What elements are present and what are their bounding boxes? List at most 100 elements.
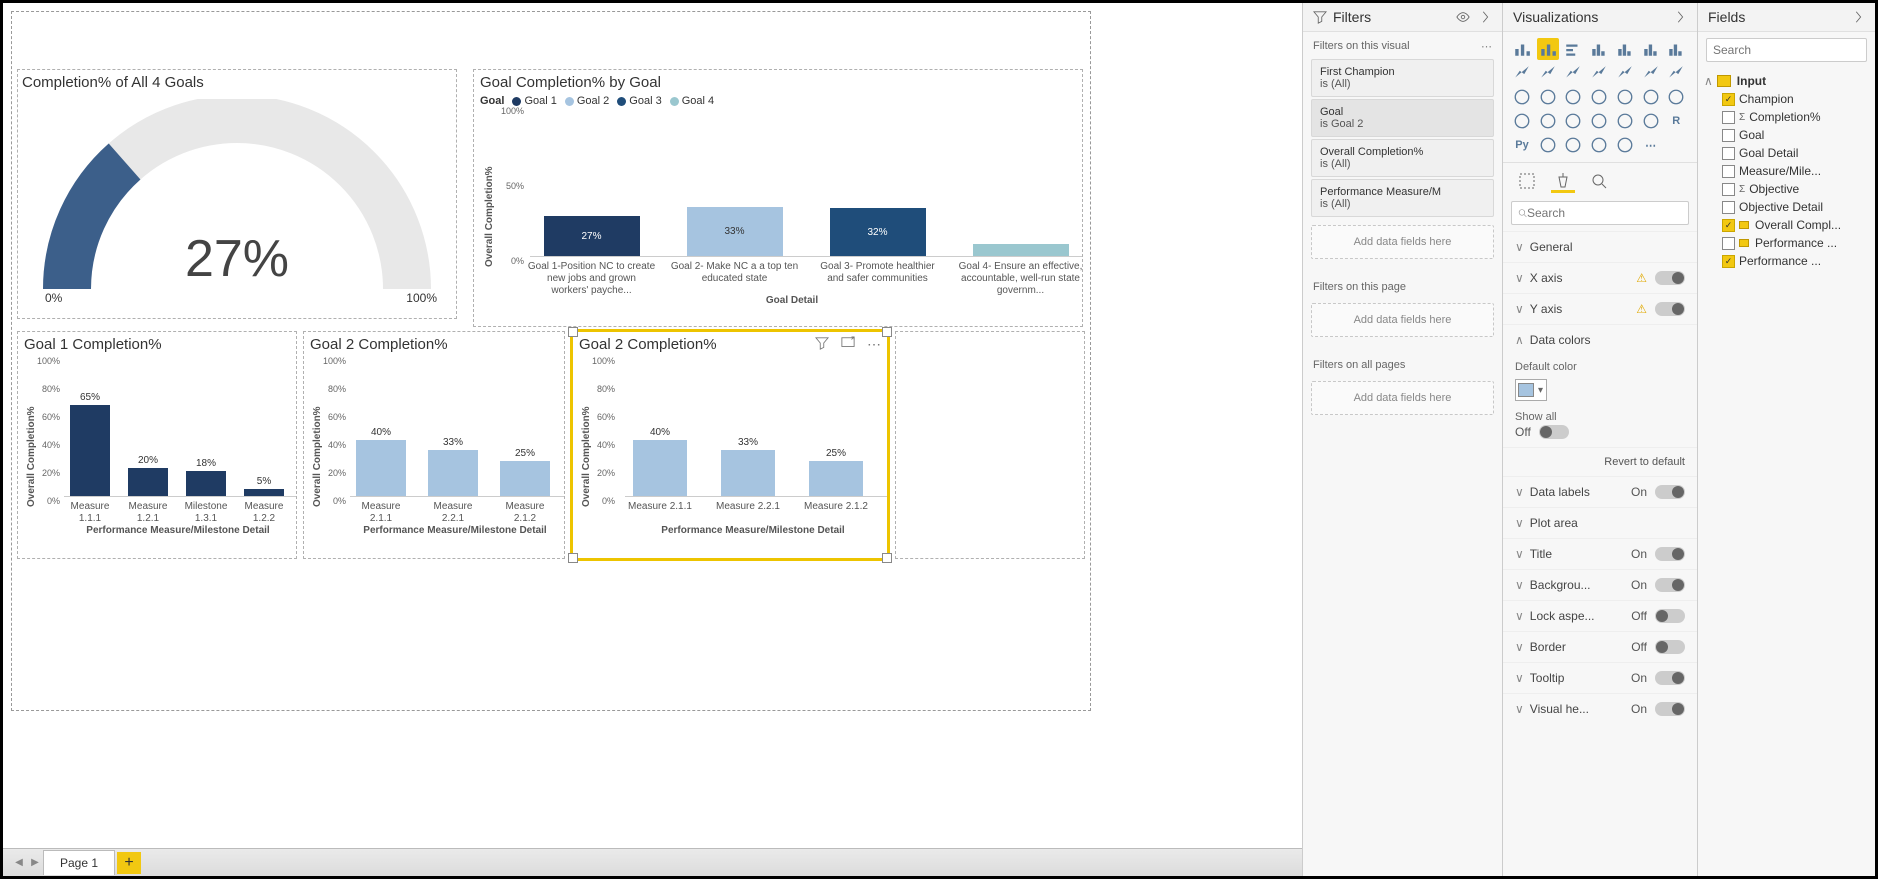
- viz-type-clustered-column[interactable]: [1588, 38, 1610, 60]
- filter-card[interactable]: Overall Completion%is (All): [1311, 139, 1494, 177]
- empty-visual[interactable]: [895, 331, 1085, 559]
- goal2b-visual-selected[interactable]: ⋯ Goal 2 Completion% Overall Completion%…: [570, 329, 890, 561]
- field-item[interactable]: Performance ...: [1704, 234, 1869, 252]
- bar[interactable]: 33% Measure 2.2.1: [713, 437, 783, 496]
- viz-type-treemap[interactable]: [1588, 86, 1610, 108]
- viz-type-ribbon[interactable]: [1614, 62, 1636, 84]
- format-data-labels[interactable]: ∨Data labelsOn: [1503, 476, 1697, 507]
- viz-type-line-stacked[interactable]: [1588, 62, 1610, 84]
- field-item[interactable]: Goal Detail: [1704, 144, 1869, 162]
- viz-type-key-influencer[interactable]: [1537, 134, 1559, 156]
- format-border[interactable]: ∨BorderOff: [1503, 631, 1697, 662]
- field-item[interactable]: Overall Compl...: [1704, 216, 1869, 234]
- field-search-input[interactable]: [1713, 43, 1868, 57]
- viz-type-pie[interactable]: [1537, 86, 1559, 108]
- field-table-input[interactable]: ∧ Input: [1704, 72, 1869, 90]
- format-plot-area[interactable]: ∨Plot area: [1503, 507, 1697, 538]
- collapse-icon[interactable]: [1851, 10, 1865, 24]
- viz-type-clustered-bar[interactable]: [1537, 38, 1559, 60]
- format-tab[interactable]: [1551, 169, 1575, 193]
- viz-type-bar-h[interactable]: [1562, 38, 1584, 60]
- viz-type-table[interactable]: [1614, 110, 1636, 132]
- viz-type-stacked-area[interactable]: [1562, 62, 1584, 84]
- bar[interactable]: 27% Goal 1-Position NC to create new job…: [530, 216, 653, 257]
- format-search-input[interactable]: [1527, 206, 1682, 220]
- viz-type-funnel[interactable]: [1665, 62, 1687, 84]
- field-checkbox[interactable]: [1722, 219, 1735, 232]
- eye-icon[interactable]: [1456, 10, 1470, 24]
- viz-type-gauge[interactable]: [1665, 86, 1687, 108]
- bar[interactable]: 40% Measure 2.1.1: [625, 427, 695, 496]
- filter-card[interactable]: Goalis Goal 2: [1311, 99, 1494, 137]
- viz-type-100-stacked[interactable]: [1640, 38, 1662, 60]
- show-all-toggle[interactable]: Off: [1503, 425, 1697, 447]
- default-color-picker[interactable]: ▾: [1515, 379, 1547, 401]
- format-search[interactable]: [1511, 201, 1689, 225]
- field-checkbox[interactable]: [1722, 183, 1735, 196]
- prev-page-button[interactable]: ◀: [11, 857, 27, 868]
- bar[interactable]: 32% Goal 3- Promote healthier and safer …: [816, 208, 939, 256]
- viz-type-qa[interactable]: [1588, 134, 1610, 156]
- format-x-axis[interactable]: ∨X axis⚠: [1503, 262, 1697, 293]
- add-all-filter[interactable]: Add data fields here: [1311, 381, 1494, 415]
- add-page-button[interactable]: +: [117, 852, 141, 874]
- field-checkbox[interactable]: [1722, 129, 1735, 142]
- format-title[interactable]: ∨TitleOn: [1503, 538, 1697, 569]
- viz-type-line-clustered[interactable]: [1665, 38, 1687, 60]
- bar[interactable]: 40% Measure 2.1.1: [350, 427, 412, 496]
- add-page-filter[interactable]: Add data fields here: [1311, 303, 1494, 337]
- format-y-axis[interactable]: ∨Y axis⚠: [1503, 293, 1697, 324]
- format-general[interactable]: ∨General: [1503, 231, 1697, 262]
- focus-icon[interactable]: [841, 336, 855, 355]
- field-item[interactable]: Objective Detail: [1704, 198, 1869, 216]
- bar[interactable]: 18% Milestone 1.3.1: [180, 458, 232, 496]
- field-checkbox[interactable]: [1722, 165, 1735, 178]
- viz-type-custom1[interactable]: [1614, 134, 1636, 156]
- bar[interactable]: 5% Measure 1.2.2: [238, 476, 290, 496]
- bar[interactable]: 25% Measure 2.1.2: [801, 448, 871, 496]
- page-tab[interactable]: Page 1: [43, 850, 115, 875]
- viz-type-matrix[interactable]: [1640, 110, 1662, 132]
- viz-type-filled-map[interactable]: [1640, 86, 1662, 108]
- field-checkbox[interactable]: [1722, 147, 1735, 160]
- filter-card[interactable]: Performance Measure/Mis (All): [1311, 179, 1494, 217]
- goal2a-visual[interactable]: Goal 2 Completion% Overall Completion% 1…: [303, 331, 565, 559]
- filter-icon[interactable]: [815, 336, 829, 355]
- field-item[interactable]: Measure/Mile...: [1704, 162, 1869, 180]
- next-page-button[interactable]: ▶: [27, 857, 43, 868]
- field-checkbox[interactable]: [1722, 93, 1735, 106]
- collapse-icon[interactable]: [1673, 10, 1687, 24]
- fields-tab[interactable]: [1515, 169, 1539, 193]
- viz-type-scatter[interactable]: [1511, 86, 1533, 108]
- format-background[interactable]: ∨Backgrou...On: [1503, 569, 1697, 600]
- viz-type-more[interactable]: ⋯: [1640, 134, 1662, 156]
- viz-type-decomposition[interactable]: [1562, 134, 1584, 156]
- bar[interactable]: 33% Measure 2.2.1: [422, 437, 484, 496]
- bar[interactable]: 20% Measure 1.2.1: [122, 455, 174, 496]
- viz-type-py-visual[interactable]: Py: [1511, 134, 1533, 156]
- viz-type-multi-card[interactable]: [1537, 110, 1559, 132]
- format-data-colors[interactable]: ∧Data colors: [1503, 324, 1697, 355]
- viz-type-stacked-bar[interactable]: [1511, 38, 1533, 60]
- bar[interactable]: Goal 4- Ensure an effective, accountable…: [959, 244, 1082, 256]
- add-visual-filter[interactable]: Add data fields here: [1311, 225, 1494, 259]
- viz-type-card[interactable]: [1511, 110, 1533, 132]
- field-item[interactable]: Σ Objective: [1704, 180, 1869, 198]
- revert-button[interactable]: Revert to default: [1503, 447, 1697, 476]
- more-icon[interactable]: ⋯: [867, 336, 881, 355]
- goal1-visual[interactable]: Goal 1 Completion% Overall Completion% 1…: [17, 331, 297, 559]
- field-checkbox[interactable]: [1722, 255, 1735, 268]
- report-canvas[interactable]: Completion% of All 4 Goals 27% 0% 100% G…: [3, 3, 1302, 876]
- goal-by-goal-visual[interactable]: Goal Completion% by Goal GoalGoal 1Goal …: [473, 69, 1083, 327]
- field-item[interactable]: Goal: [1704, 126, 1869, 144]
- field-checkbox[interactable]: [1722, 237, 1735, 250]
- format-visual-header[interactable]: ∨Visual he...On: [1503, 693, 1697, 724]
- format-lock-aspect[interactable]: ∨Lock aspe...Off: [1503, 600, 1697, 631]
- bar[interactable]: 65% Measure 1.1.1: [64, 392, 116, 496]
- field-item[interactable]: Champion: [1704, 90, 1869, 108]
- field-search[interactable]: [1706, 38, 1867, 62]
- viz-type-kpi[interactable]: [1562, 110, 1584, 132]
- gauge-visual[interactable]: Completion% of All 4 Goals 27% 0% 100%: [17, 69, 457, 319]
- field-checkbox[interactable]: [1722, 111, 1735, 124]
- viz-type-area[interactable]: [1537, 62, 1559, 84]
